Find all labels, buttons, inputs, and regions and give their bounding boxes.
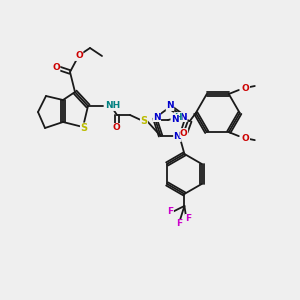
Text: F: F xyxy=(167,207,173,216)
Text: O: O xyxy=(180,129,188,138)
Text: F: F xyxy=(185,214,191,224)
Text: NH: NH xyxy=(105,101,120,110)
Text: O: O xyxy=(242,83,250,92)
Text: S: S xyxy=(140,116,148,126)
Text: N: N xyxy=(174,132,181,141)
Text: N: N xyxy=(171,115,178,124)
Text: O: O xyxy=(52,62,60,71)
Text: F: F xyxy=(176,219,182,228)
Text: S: S xyxy=(80,123,88,133)
Text: O: O xyxy=(112,124,120,133)
Text: H: H xyxy=(174,112,182,122)
Text: O: O xyxy=(242,134,250,142)
Text: O: O xyxy=(75,52,83,61)
Text: N: N xyxy=(166,101,174,110)
Text: N: N xyxy=(179,112,187,122)
Text: N: N xyxy=(153,112,160,122)
